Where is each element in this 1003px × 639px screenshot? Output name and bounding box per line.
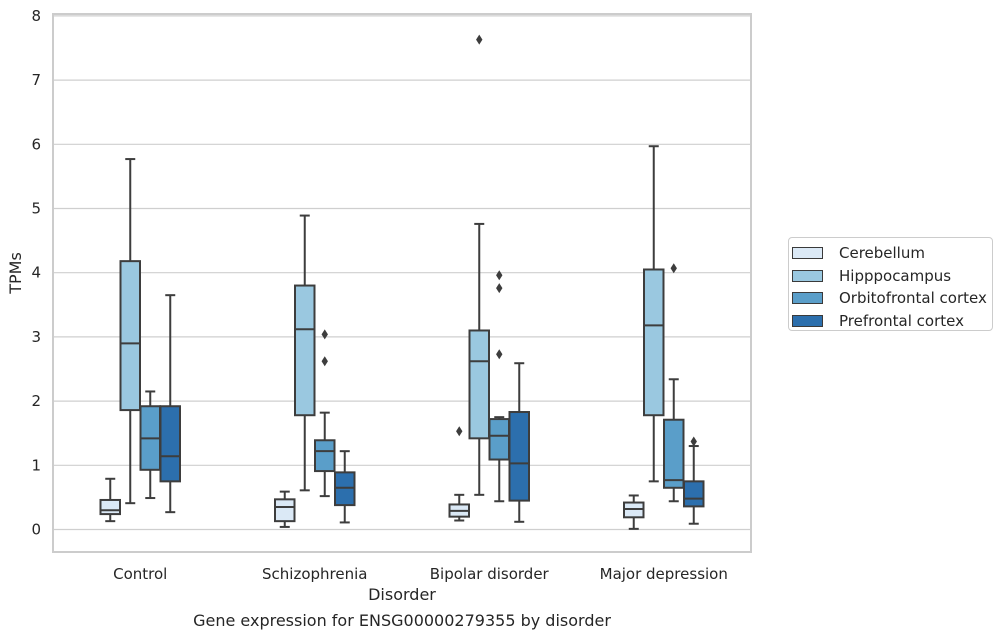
legend-label: Prefrontal cortex xyxy=(839,311,964,330)
box-iqr xyxy=(468,329,490,440)
box-iqr xyxy=(643,268,665,417)
box-iqr xyxy=(683,480,705,508)
legend-label: Orbitofrontal cortex xyxy=(839,289,987,308)
box-cerebellum-2 xyxy=(448,426,470,522)
legend-item-cerebellum: Cerebellum xyxy=(792,242,992,265)
y-tick-label: 5 xyxy=(31,200,41,218)
x-tick-label: Control xyxy=(113,565,167,583)
outlier-point xyxy=(321,329,328,340)
figure-caption: Gene expression for ENSG00000279355 by d… xyxy=(193,611,611,630)
plot-frame xyxy=(52,13,752,553)
y-tick-label: 0 xyxy=(31,521,41,539)
box-iqr xyxy=(508,411,530,502)
box-cerebellum-3 xyxy=(623,494,645,530)
outlier-point xyxy=(321,356,328,367)
legend-item-prefrontal-cortex: Prefrontal cortex xyxy=(792,310,992,333)
y-tick-label: 8 xyxy=(31,7,41,25)
box-iqr xyxy=(119,260,141,412)
outlier-point xyxy=(496,283,503,294)
box-prefrontal-cortex-3 xyxy=(683,436,705,525)
outlier-point xyxy=(496,349,503,360)
legend-label: Cerebellum xyxy=(839,244,925,263)
x-tick-label: Major depression xyxy=(600,565,728,583)
box-iqr xyxy=(663,418,685,489)
box-orbitofrontal-cortex-2 xyxy=(488,270,510,503)
legend-item-orbitofrontal-cortex: Orbitofrontal cortex xyxy=(792,287,992,310)
legend-label: Hipppocampus xyxy=(839,266,952,285)
x-axis-label: Disorder xyxy=(368,585,436,604)
plot-marks xyxy=(99,34,705,530)
box-orbitofrontal-cortex-1 xyxy=(314,329,336,498)
outlier-point xyxy=(670,263,677,274)
box-iqr xyxy=(314,439,336,473)
box-cerebellum-1 xyxy=(274,490,296,528)
y-tick-label: 2 xyxy=(31,392,41,410)
outlier-point xyxy=(690,436,697,447)
outlier-point xyxy=(496,270,503,281)
x-axis-ticks: Control Schizophrenia Bipolar disorder Majo… xyxy=(113,565,728,583)
y-tick-label: 1 xyxy=(31,456,41,474)
y-axis-label: TPMs xyxy=(6,252,25,295)
box-prefrontal-cortex-1 xyxy=(334,450,356,524)
box-orbitofrontal-cortex-0 xyxy=(139,390,161,500)
box-cerebellum-0 xyxy=(99,477,121,523)
x-tick-label: Schizophrenia xyxy=(262,565,367,583)
box-hipppocampus-2 xyxy=(468,34,490,496)
legend-swatch xyxy=(792,269,823,282)
box-orbitofrontal-cortex-3 xyxy=(663,263,685,503)
box-iqr xyxy=(488,418,510,461)
legend-swatch xyxy=(792,292,823,305)
y-axis-ticks: 0 1 2 3 4 5 6 7 8 xyxy=(31,7,41,539)
box-iqr xyxy=(294,284,316,417)
outlier-point xyxy=(456,426,463,437)
box-hipppocampus-0 xyxy=(119,158,141,505)
box-prefrontal-cortex-2 xyxy=(508,362,530,523)
y-tick-label: 4 xyxy=(31,264,41,282)
y-tick-label: 7 xyxy=(31,71,41,89)
y-tick-label: 6 xyxy=(31,135,41,153)
y-tick-label: 3 xyxy=(31,328,41,346)
legend-swatch xyxy=(792,314,823,327)
box-prefrontal-cortex-0 xyxy=(159,294,181,514)
legend-swatch xyxy=(792,247,823,260)
box-iqr xyxy=(159,405,181,483)
legend-item-hippocampus: Hipppocampus xyxy=(792,265,992,288)
legend: Cerebellum Hipppocampus Orbitofrontal co… xyxy=(788,237,993,331)
box-hipppocampus-1 xyxy=(294,214,316,492)
outlier-point xyxy=(476,34,483,45)
box-iqr xyxy=(274,498,296,523)
box-iqr xyxy=(99,498,121,516)
x-tick-label: Bipolar disorder xyxy=(430,565,550,583)
box-hipppocampus-3 xyxy=(643,145,665,483)
